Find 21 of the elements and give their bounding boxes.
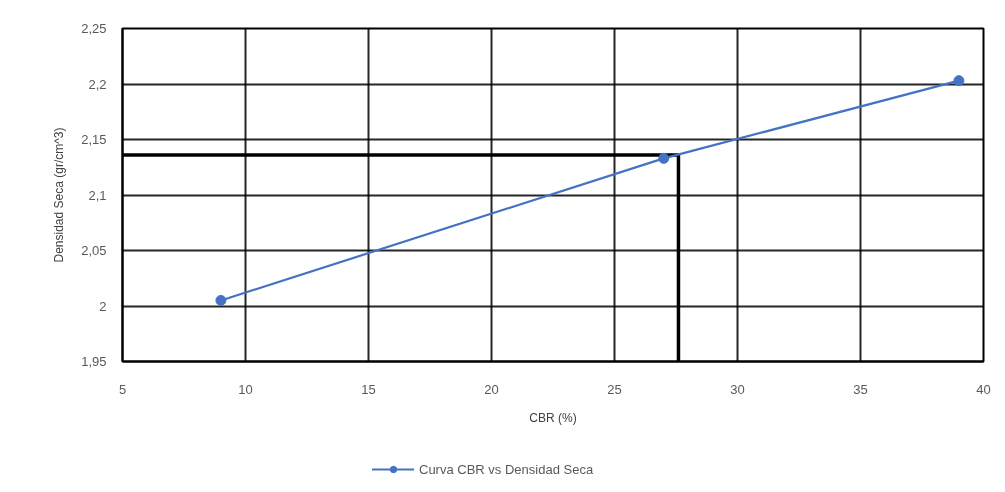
x-tick-label: 5	[118, 381, 127, 397]
x-tick-label: 35	[853, 381, 868, 397]
x-axis-title: CBR (%)	[529, 410, 577, 425]
x-tick-label: 15	[361, 381, 376, 397]
y-tick-label: 2,25	[81, 21, 107, 36]
y-tick-label: 2	[99, 298, 107, 314]
y-tick-label: 2,1	[88, 187, 107, 203]
x-tick-label: 30	[730, 381, 745, 397]
point	[215, 294, 227, 306]
x-tick-label: 40	[976, 381, 991, 397]
x-tick-label: 10	[238, 381, 253, 397]
y-tick-label: 2,2	[88, 76, 107, 92]
y-tick-label: 2,15	[81, 132, 107, 147]
point	[953, 75, 965, 87]
point	[658, 152, 670, 164]
x-tick-label: 20	[484, 381, 499, 397]
y-tick-label: 2,05	[81, 243, 107, 258]
x-tick-label: 25	[607, 381, 622, 397]
y-axis-title: Densidad Seca (gr/cm^3)	[52, 127, 67, 263]
legend-label: Curva CBR vs Densidad Seca	[419, 461, 594, 477]
y-tick-label: 1,95	[81, 354, 107, 369]
